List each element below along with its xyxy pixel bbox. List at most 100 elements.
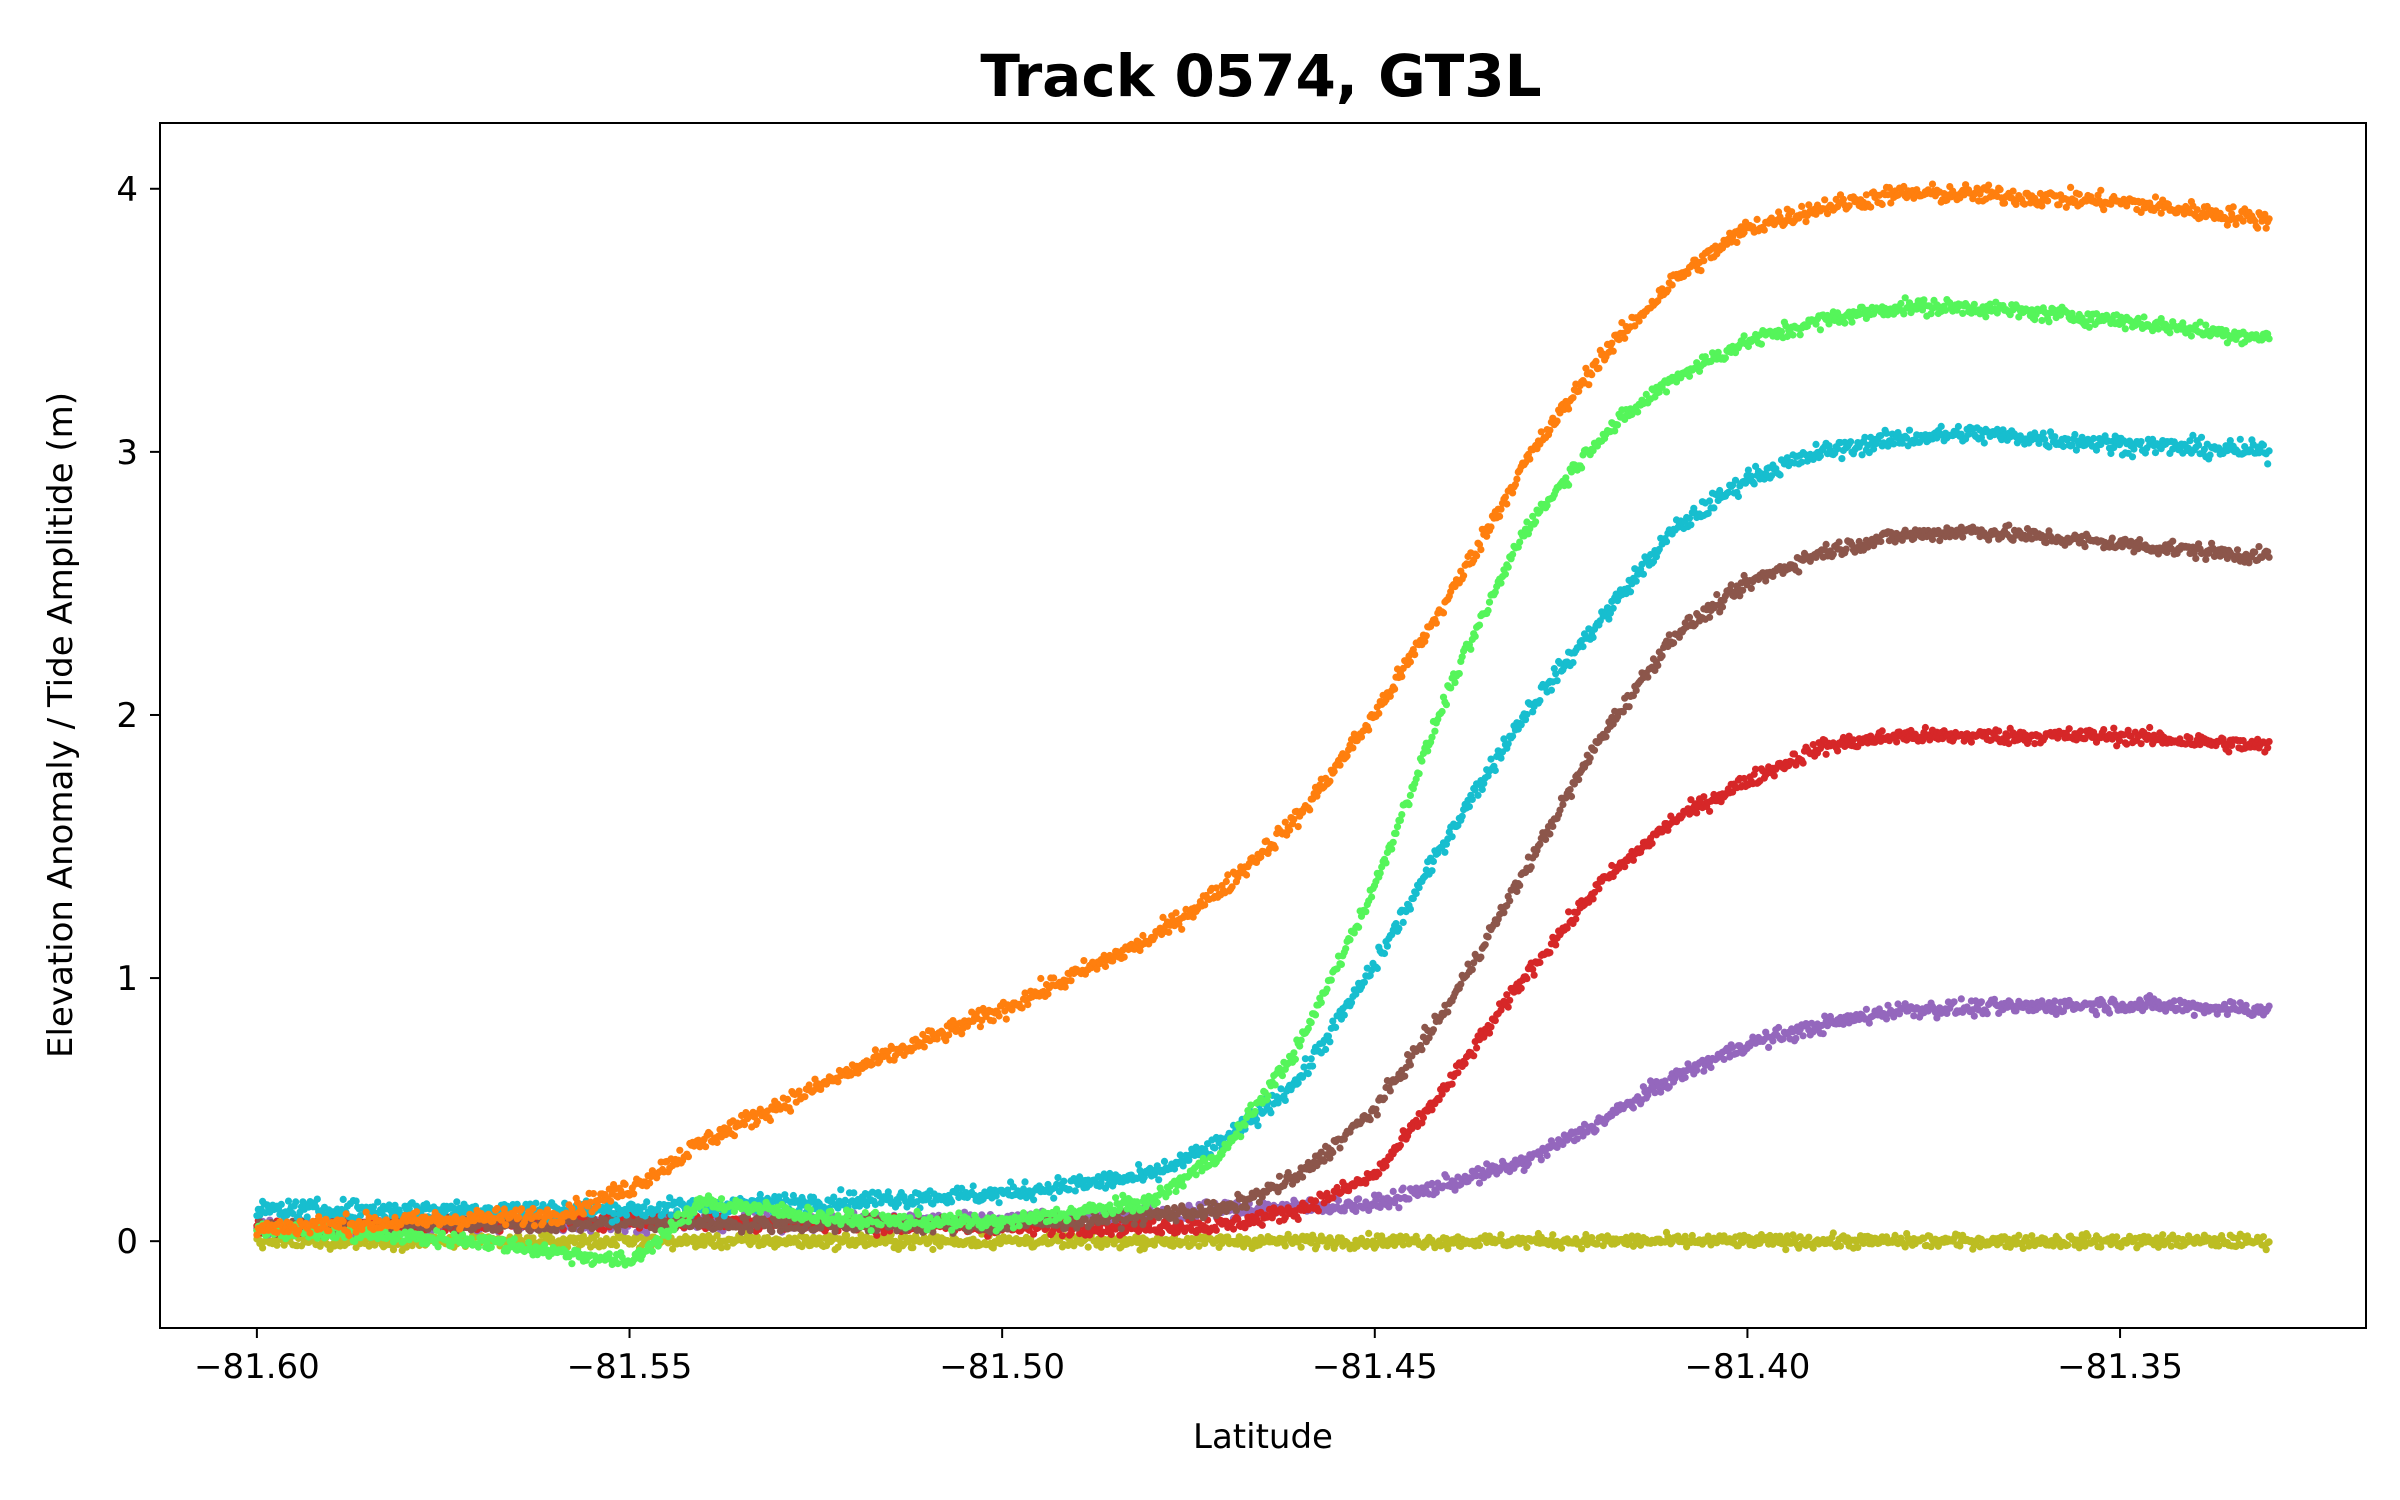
data-point — [2265, 1238, 2273, 1246]
data-point — [1395, 1204, 1403, 1212]
data-point — [1921, 723, 1929, 732]
data-point — [1405, 1195, 1413, 1203]
data-point — [768, 1228, 776, 1236]
data-point — [1792, 1034, 1800, 1042]
data-point — [1592, 1126, 1600, 1134]
data-point — [1782, 1246, 1790, 1254]
data-point — [1058, 1232, 1066, 1240]
data-point — [2225, 748, 2233, 756]
data-point — [1475, 1179, 1484, 1187]
data-point — [1376, 1203, 1384, 1211]
data-point — [1822, 750, 1830, 758]
data-point — [1893, 738, 1901, 746]
data-point — [2264, 744, 2272, 752]
data-point — [1995, 727, 2003, 735]
data-point — [1355, 1195, 1363, 1203]
data-point — [1543, 1151, 1551, 1160]
data-point — [2097, 1243, 2105, 1251]
data-point — [1487, 1023, 1495, 1031]
data-point — [1706, 807, 1714, 815]
data-point — [1473, 1044, 1481, 1052]
data-point — [1350, 1201, 1358, 1209]
data-point — [2242, 1001, 2250, 1009]
data-point — [723, 1243, 731, 1251]
data-point — [1593, 1240, 1601, 1248]
data-point — [1444, 1245, 1452, 1253]
data-point — [2265, 738, 2273, 746]
series-2 — [253, 723, 2273, 1240]
data-point — [909, 1244, 917, 1252]
data-point — [1572, 915, 1580, 923]
data-point — [1809, 1244, 1817, 1252]
data-point — [713, 1231, 721, 1239]
data-point — [1859, 1239, 1868, 1247]
data-point — [1442, 1173, 1450, 1181]
data-point — [1765, 1043, 1773, 1051]
data-point — [1891, 1231, 1899, 1239]
data-point — [1329, 1148, 1337, 1157]
data-point — [1399, 1241, 1407, 1249]
data-point — [1491, 1017, 1499, 1025]
data-point — [2186, 734, 2194, 742]
data-point — [1829, 1229, 1837, 1237]
data-point — [1432, 1188, 1440, 1196]
data-point — [1497, 1231, 1505, 1239]
data-point — [1648, 839, 1656, 848]
data-point — [2110, 724, 2118, 732]
data-point — [2159, 1231, 2167, 1239]
data-point — [2167, 1242, 2175, 1250]
data-point — [1537, 1156, 1545, 1164]
data-point — [1970, 1012, 1978, 1020]
data-point — [2137, 740, 2145, 748]
data-point — [1799, 1032, 1807, 1040]
data-point — [1195, 1242, 1203, 1250]
data-point — [1470, 1052, 1478, 1060]
data-point — [592, 1231, 600, 1239]
data-point — [1775, 1023, 1783, 1032]
data-point — [1419, 1114, 1427, 1122]
data-point — [637, 1233, 645, 1241]
data-point — [2100, 726, 2108, 734]
data-point — [1380, 1094, 1389, 1102]
data-point — [1523, 975, 1531, 983]
data-point — [1297, 1243, 1305, 1251]
data-point — [1386, 1087, 1394, 1095]
data-point — [1483, 1160, 1491, 1168]
data-point — [1805, 1233, 1813, 1241]
data-point — [1557, 1244, 1566, 1252]
data-point — [1454, 1069, 1462, 1077]
data-point — [1378, 1232, 1386, 1240]
data-point — [259, 1244, 267, 1252]
data-point — [273, 1241, 281, 1249]
data-point — [1084, 1243, 1092, 1251]
data-point — [2215, 1242, 2223, 1250]
data-point — [612, 1241, 621, 1250]
data-point — [1366, 1116, 1374, 1124]
data-point — [1451, 1186, 1459, 1194]
data-point — [1862, 1005, 1870, 1013]
data-point — [1373, 1111, 1381, 1119]
data-point — [1389, 1187, 1397, 1195]
data-point — [1352, 1207, 1360, 1215]
data-point — [1578, 1245, 1586, 1253]
data-point — [1275, 1172, 1284, 1180]
data-point — [1536, 958, 1544, 967]
data-point — [1329, 1194, 1337, 1202]
data-point — [2265, 1002, 2273, 1010]
data-point — [834, 1243, 842, 1251]
data-point — [1854, 1243, 1862, 1251]
data-point — [815, 1234, 823, 1242]
data-point — [1281, 1242, 1289, 1250]
data-point — [669, 1245, 677, 1253]
series-3 — [253, 521, 2273, 1240]
data-point — [1834, 747, 1842, 755]
data-point — [1957, 995, 1965, 1003]
data-point — [389, 1246, 398, 1254]
data-point — [1485, 1029, 1494, 1037]
data-point — [2259, 1233, 2267, 1241]
data-point — [1097, 1243, 1105, 1251]
data-point — [1552, 941, 1560, 949]
data-point — [1448, 1080, 1456, 1088]
data-point — [1334, 1196, 1343, 1205]
